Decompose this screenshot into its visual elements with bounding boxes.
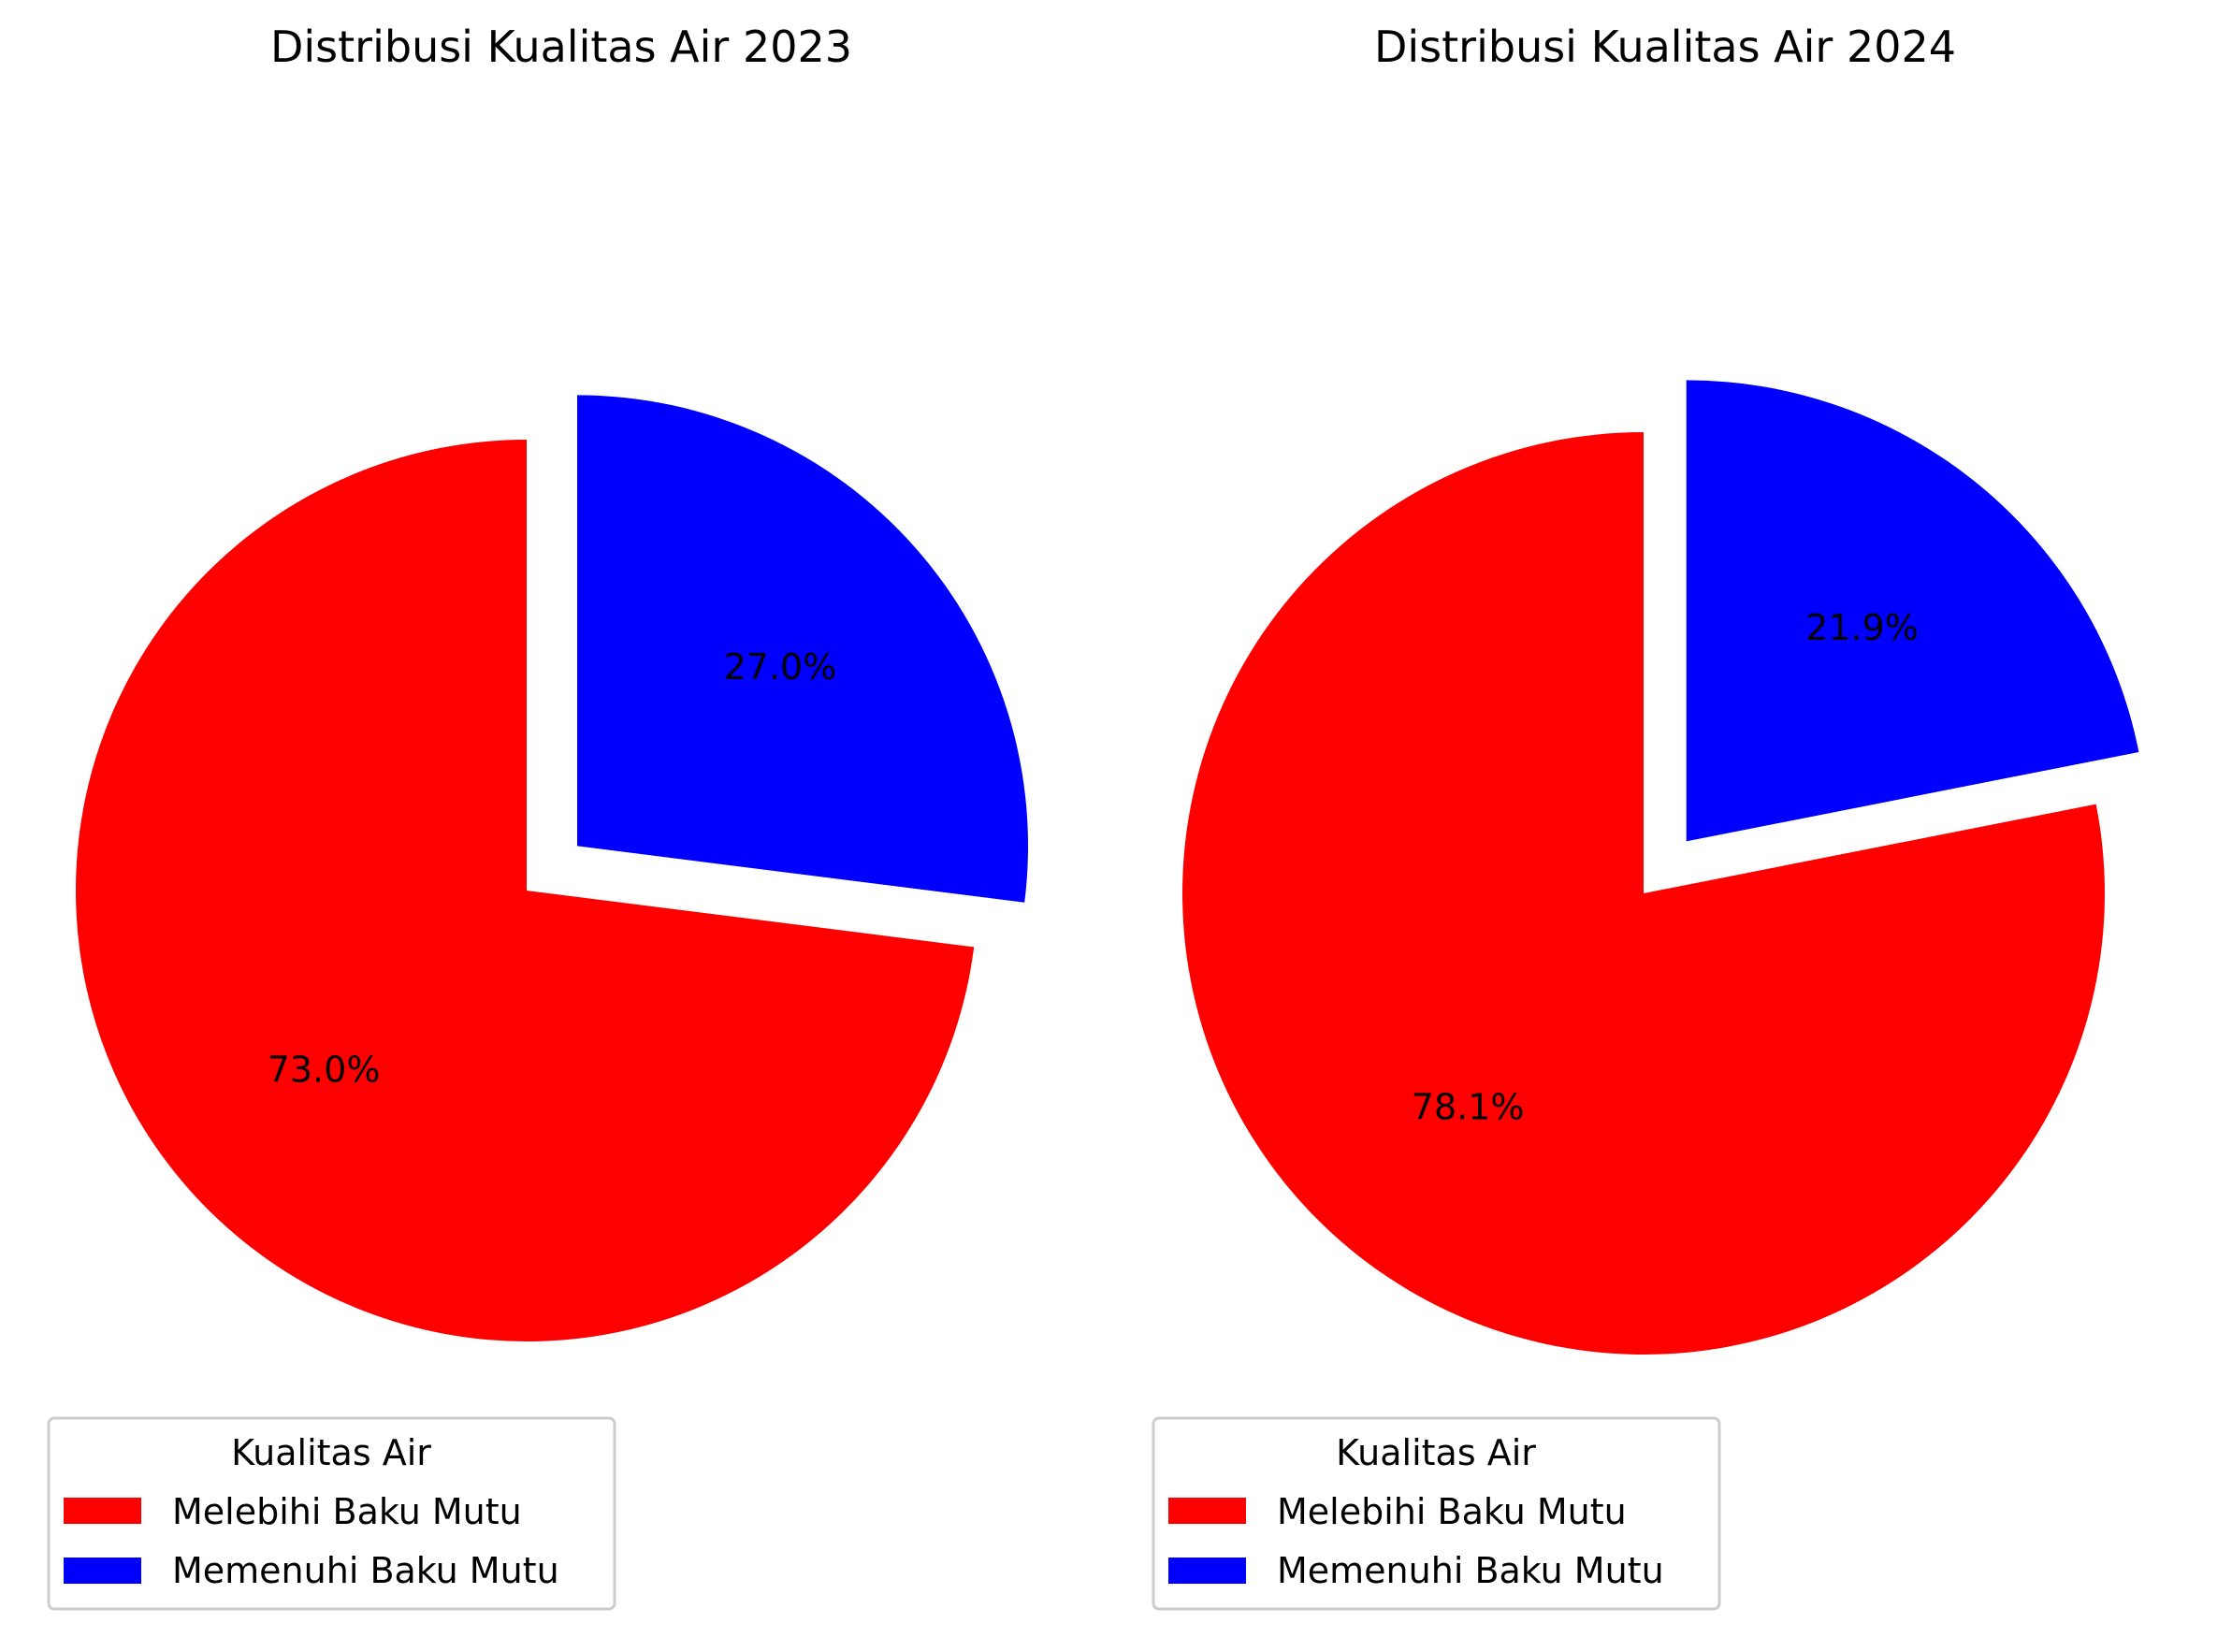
pie-chart-2024: Distribusi Kualitas Air 2024 78.1%21.9% …	[1152, 22, 2139, 1611]
legend-swatch-2024-melebihi	[1168, 1498, 1246, 1524]
pie-labels-2023: 73.0% 27.0%	[268, 646, 837, 1090]
legend-label-2023-melebihi: Melebihi Baku Mutu	[172, 1491, 522, 1532]
pie-slices-2023	[76, 395, 1029, 1342]
pie-slice-2024-melebihi	[1182, 432, 2106, 1355]
legend-swatch-2024-memenuhi	[1168, 1558, 1246, 1584]
pie-slice-2023-memenuhi	[577, 395, 1029, 903]
legend-swatch-2023-melebihi	[64, 1498, 141, 1524]
legend-2023: Kualitas Air Melebihi Baku Mutu Memenuhi…	[47, 1416, 616, 1611]
legend-2024: Kualitas Air Melebihi Baku Mutu Memenuhi…	[1152, 1416, 1721, 1611]
chart-title-2023: Distribusi Kualitas Air 2023	[270, 22, 852, 72]
pie-label-2024-melebihi: 78.1%	[1412, 1087, 1525, 1128]
legend-swatch-2023-memenuhi	[64, 1558, 141, 1584]
pie-label-2024-memenuhi: 21.9%	[1805, 607, 1919, 648]
legend-title-2023: Kualitas Air	[231, 1432, 431, 1473]
legend-title-2024: Kualitas Air	[1336, 1432, 1536, 1473]
legend-label-2024-melebihi: Melebihi Baku Mutu	[1277, 1491, 1627, 1532]
pie-slice-2024-memenuhi	[1686, 380, 2139, 842]
pie-label-2023-melebihi: 73.0%	[268, 1049, 381, 1090]
legend-label-2023-memenuhi: Memenuhi Baku Mutu	[172, 1550, 559, 1591]
pie-slice-2023-melebihi	[76, 440, 975, 1342]
legend-frame-2023	[47, 1416, 616, 1611]
chart-title-2024: Distribusi Kualitas Air 2024	[1374, 22, 1956, 72]
legend-label-2024-memenuhi: Memenuhi Baku Mutu	[1277, 1550, 1664, 1591]
pie-labels-2024: 78.1% 21.9%	[1412, 607, 1919, 1128]
pie-chart-2023: Distribusi Kualitas Air 2023 73.0%27.0% …	[47, 22, 1029, 1611]
pie-label-2023-memenuhi: 27.0%	[724, 646, 837, 688]
pie-slices-2024	[1182, 380, 2139, 1355]
legend-frame-2024	[1152, 1416, 1721, 1611]
